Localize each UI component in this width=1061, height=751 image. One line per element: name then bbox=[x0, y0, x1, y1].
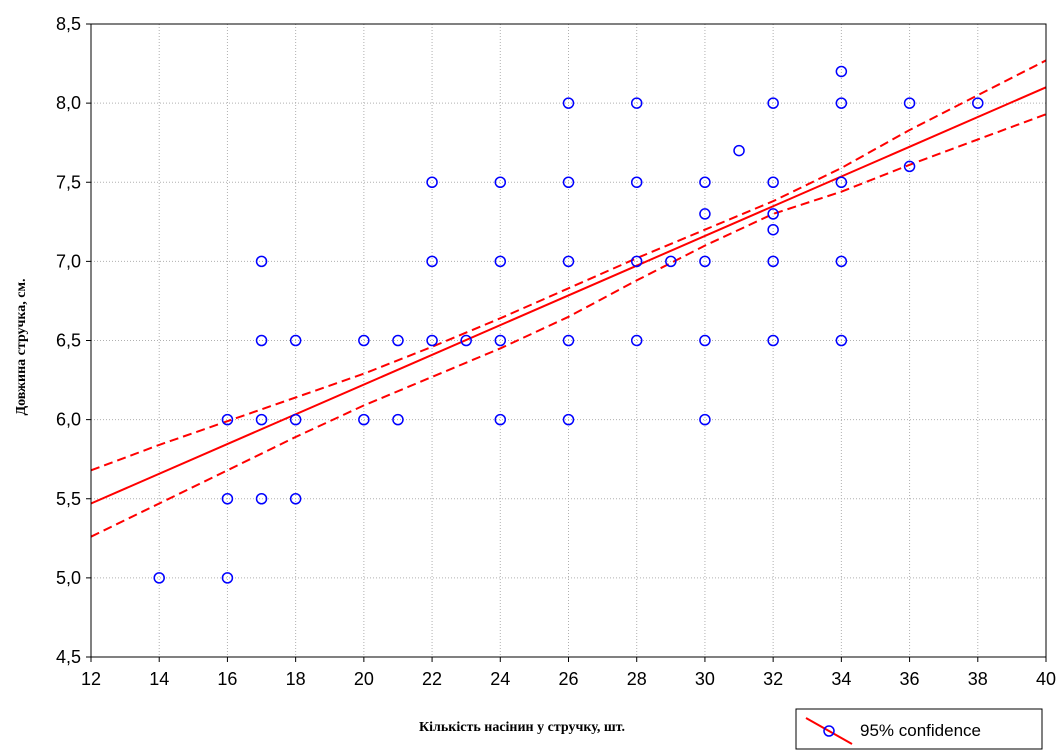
x-tick-label: 32 bbox=[763, 669, 783, 689]
legend-box bbox=[795, 708, 1043, 750]
confidence-lower-line bbox=[90, 113, 1047, 538]
data-point bbox=[255, 255, 268, 268]
x-tick-label: 26 bbox=[558, 669, 578, 689]
data-point bbox=[562, 413, 575, 426]
data-point bbox=[426, 255, 438, 268]
y-tick-label: 6,0 bbox=[56, 410, 81, 430]
data-point bbox=[221, 413, 234, 426]
data-point bbox=[767, 223, 779, 236]
legend: 95% confidence bbox=[795, 708, 1043, 750]
y-tick-label: 4,5 bbox=[56, 647, 81, 667]
data-point bbox=[699, 334, 711, 347]
x-tick-label: 24 bbox=[490, 669, 510, 689]
x-tick-label: 36 bbox=[900, 669, 920, 689]
y-tick-label: 5,0 bbox=[56, 568, 81, 588]
data-point bbox=[767, 97, 779, 109]
data-point bbox=[903, 97, 916, 109]
x-tick-label: 16 bbox=[217, 669, 237, 689]
confidence-bands bbox=[90, 59, 1047, 538]
data-point bbox=[494, 413, 507, 426]
data-point bbox=[630, 97, 643, 109]
data-point bbox=[153, 572, 165, 584]
data-point bbox=[630, 334, 643, 347]
x-axis-label: Кількість насінин у стручку, шт. bbox=[419, 720, 625, 735]
legend-label: 95% confidence bbox=[860, 721, 981, 740]
data-point bbox=[562, 97, 575, 109]
y-tick-label: 7,0 bbox=[56, 251, 81, 271]
data-point bbox=[494, 334, 507, 347]
legend-marker-swatch bbox=[823, 725, 835, 737]
data-point bbox=[221, 493, 234, 505]
data-point bbox=[494, 255, 507, 268]
data-point bbox=[426, 176, 438, 188]
data-point bbox=[255, 493, 268, 505]
data-point bbox=[699, 208, 711, 220]
data-point bbox=[358, 334, 370, 347]
y-tick-label: 8,0 bbox=[56, 93, 81, 113]
y-tick-label: 7,5 bbox=[56, 172, 81, 192]
legend-line-swatch bbox=[805, 717, 853, 745]
x-tick-label: 14 bbox=[149, 669, 169, 689]
x-tick-label: 30 bbox=[695, 669, 715, 689]
data-point bbox=[630, 176, 643, 188]
data-point bbox=[699, 413, 711, 426]
data-point bbox=[358, 413, 370, 426]
data-point bbox=[460, 334, 472, 347]
data-point bbox=[767, 208, 779, 220]
y-tick-label: 8,5 bbox=[56, 14, 81, 34]
x-tick-label: 38 bbox=[968, 669, 988, 689]
data-point bbox=[903, 160, 916, 173]
data-point bbox=[289, 334, 302, 347]
data-point bbox=[767, 255, 779, 268]
data-point bbox=[289, 413, 302, 426]
data-point bbox=[835, 334, 848, 347]
data-point bbox=[835, 65, 848, 78]
data-point bbox=[733, 144, 745, 157]
data-point bbox=[972, 97, 984, 109]
data-points bbox=[153, 65, 984, 584]
y-tick-labels: 4,5 5,0 5,5 6,0 6,5 7,0 7,5 8,0 8,5 bbox=[56, 14, 91, 667]
data-point bbox=[392, 413, 404, 426]
y-axis-label: Довжина стручка, см. bbox=[14, 278, 29, 415]
data-point bbox=[630, 255, 643, 268]
x-tick-label: 34 bbox=[831, 669, 851, 689]
x-tick-labels: 12 14 16 18 20 22 24 26 28 30 32 34 36 38 40 bbox=[81, 657, 1056, 689]
regression-line bbox=[90, 86, 1047, 505]
x-tick-label: 20 bbox=[354, 669, 374, 689]
data-point bbox=[392, 334, 404, 347]
grid bbox=[91, 24, 1046, 657]
data-point bbox=[665, 255, 677, 268]
data-point bbox=[699, 255, 711, 268]
x-tick-label: 18 bbox=[286, 669, 306, 689]
data-point bbox=[289, 493, 302, 505]
data-point bbox=[767, 334, 779, 347]
data-point bbox=[699, 176, 711, 188]
x-tick-label: 22 bbox=[422, 669, 442, 689]
regression-line-group bbox=[90, 86, 1047, 505]
data-point bbox=[562, 176, 575, 188]
data-point bbox=[494, 176, 507, 188]
data-point bbox=[562, 334, 575, 347]
data-point bbox=[255, 334, 268, 347]
x-tick-label: 40 bbox=[1036, 669, 1056, 689]
y-tick-label: 5,5 bbox=[56, 489, 81, 509]
data-point bbox=[835, 176, 848, 188]
data-point bbox=[767, 176, 779, 188]
y-tick-label: 6,5 bbox=[56, 331, 81, 351]
data-point bbox=[426, 334, 438, 347]
data-point bbox=[835, 97, 848, 109]
x-tick-label: 12 bbox=[81, 669, 101, 689]
data-point bbox=[255, 413, 268, 426]
x-tick-label: 28 bbox=[627, 669, 647, 689]
confidence-upper-line bbox=[90, 59, 1047, 472]
data-point bbox=[835, 255, 848, 268]
data-point bbox=[562, 255, 575, 268]
data-point bbox=[221, 572, 234, 584]
